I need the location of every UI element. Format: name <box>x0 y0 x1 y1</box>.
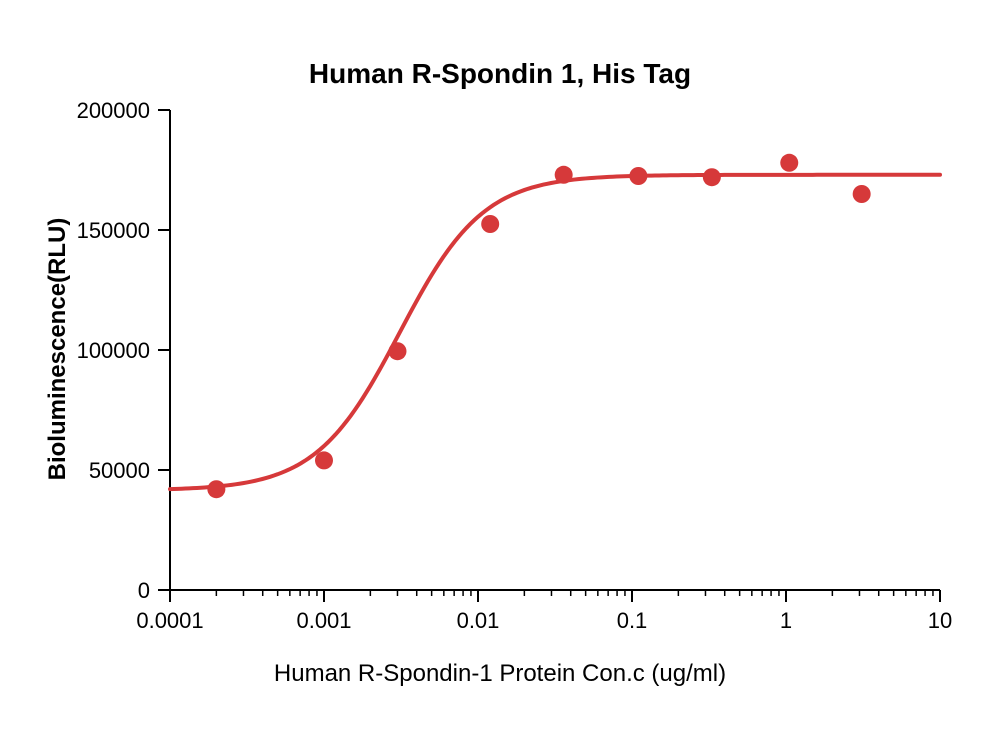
svg-text:1: 1 <box>780 608 792 633</box>
svg-text:150000: 150000 <box>77 218 150 243</box>
svg-text:200000: 200000 <box>77 98 150 123</box>
svg-text:100000: 100000 <box>77 338 150 363</box>
data-point <box>780 154 798 172</box>
chart-svg: 0 50000 100000 150000 200000 0.0001 0.001 0.01 0… <box>0 0 1000 734</box>
svg-text:0.1: 0.1 <box>617 608 648 633</box>
data-point <box>481 215 499 233</box>
svg-text:0.01: 0.01 <box>457 608 500 633</box>
data-point <box>555 166 573 184</box>
data-point <box>629 167 647 185</box>
svg-text:0.001: 0.001 <box>296 608 351 633</box>
chart-container: Human R-Spondin 1, His Tag Bioluminescen… <box>0 0 1000 734</box>
data-point <box>315 451 333 469</box>
data-point <box>703 168 721 186</box>
svg-text:0: 0 <box>138 578 150 603</box>
data-point <box>388 342 406 360</box>
fit-curve <box>170 175 940 489</box>
svg-text:0.0001: 0.0001 <box>136 608 203 633</box>
svg-text:50000: 50000 <box>89 458 150 483</box>
data-point <box>853 185 871 203</box>
svg-text:10: 10 <box>928 608 952 633</box>
data-point <box>207 480 225 498</box>
